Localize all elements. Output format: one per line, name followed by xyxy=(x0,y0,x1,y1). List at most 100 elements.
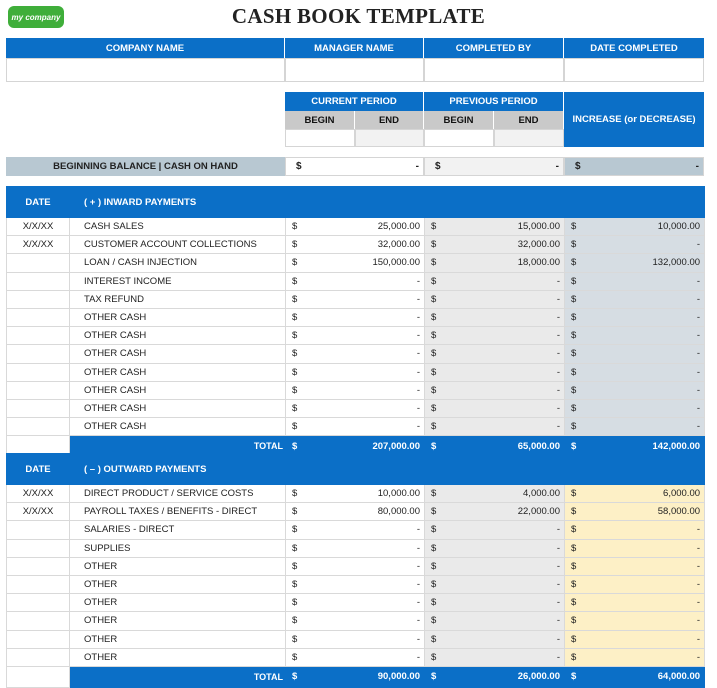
current-amount-cell[interactable]: $ - xyxy=(285,556,425,576)
current-amount-cell[interactable]: $ - xyxy=(285,344,425,364)
current-amount-cell[interactable]: $ - xyxy=(285,647,425,667)
description-cell[interactable]: OTHER xyxy=(69,629,286,649)
current-amount-cell[interactable]: $ - xyxy=(285,611,425,631)
previous-amount-cell[interactable]: $ - xyxy=(424,520,565,540)
current-amount-cell[interactable]: $ - xyxy=(285,520,425,540)
current-end-field[interactable] xyxy=(355,129,424,147)
description-cell[interactable]: OTHER xyxy=(69,556,286,576)
description-cell[interactable]: INTEREST INCOME xyxy=(69,271,286,291)
completed-by-field[interactable] xyxy=(424,58,564,82)
previous-amount-cell[interactable]: $ - xyxy=(424,417,565,437)
current-amount-cell[interactable]: $80,000.00 xyxy=(285,502,425,522)
description-cell[interactable]: OTHER CASH xyxy=(69,307,286,328)
description-cell[interactable]: OTHER CASH xyxy=(69,326,286,346)
description-cell[interactable]: OTHER xyxy=(69,647,286,667)
previous-amount-cell[interactable]: $32,000.00 xyxy=(424,235,565,255)
date-cell[interactable] xyxy=(6,520,70,540)
previous-amount-cell[interactable]: $ - xyxy=(424,344,565,364)
description-cell[interactable]: CUSTOMER ACCOUNT COLLECTIONS xyxy=(69,235,286,255)
description-cell[interactable]: DIRECT PRODUCT / SERVICE COSTS xyxy=(69,483,286,504)
previous-amount-cell[interactable]: $ - xyxy=(424,556,565,576)
date-cell[interactable] xyxy=(6,398,70,419)
current-amount-cell[interactable]: $32,000.00 xyxy=(285,235,425,255)
date-cell[interactable] xyxy=(6,611,70,631)
current-amount-cell[interactable]: $ - xyxy=(285,326,425,346)
date-cell[interactable] xyxy=(6,253,70,273)
previous-amount-cell[interactable]: $ - xyxy=(424,647,565,667)
previous-amount-cell[interactable]: $ - xyxy=(424,629,565,649)
previous-amount-cell[interactable]: $ - xyxy=(424,398,565,419)
beginning-balance-previous[interactable]: $ - xyxy=(424,157,564,176)
previous-amount-cell[interactable]: $18,000.00 xyxy=(424,253,565,273)
date-cell[interactable] xyxy=(6,629,70,649)
date-completed-field[interactable] xyxy=(564,58,704,82)
previous-amount-cell[interactable]: $ - xyxy=(424,289,565,309)
current-amount-cell[interactable]: $25,000.00 xyxy=(285,216,425,237)
description-cell[interactable]: OTHER CASH xyxy=(69,362,286,382)
date-cell[interactable] xyxy=(6,344,70,364)
currency-symbol: $ xyxy=(571,239,577,251)
beginning-balance-current[interactable]: $ - xyxy=(285,157,424,176)
description-cell[interactable]: OTHER xyxy=(69,574,286,595)
manager-name-field[interactable] xyxy=(285,58,424,82)
previous-amount-cell[interactable]: $ - xyxy=(424,538,565,558)
previous-amount-cell[interactable]: $22,000.00 xyxy=(424,502,565,522)
description-cell[interactable]: OTHER xyxy=(69,593,286,613)
date-cell[interactable] xyxy=(6,307,70,328)
date-cell[interactable] xyxy=(6,593,70,613)
description-cell[interactable]: OTHER CASH xyxy=(69,344,286,364)
date-cell[interactable] xyxy=(6,417,70,437)
date-cell[interactable]: X/X/XX xyxy=(6,235,70,255)
current-amount-cell[interactable]: $ - xyxy=(285,629,425,649)
current-amount-cell[interactable]: $ - xyxy=(285,289,425,309)
previous-amount-cell[interactable]: $ - xyxy=(424,307,565,328)
description-cell[interactable]: OTHER CASH xyxy=(69,398,286,419)
description-cell[interactable]: OTHER CASH xyxy=(69,417,286,437)
previous-amount-cell[interactable]: $ - xyxy=(424,326,565,346)
previous-amount-cell[interactable]: $15,000.00 xyxy=(424,216,565,237)
date-cell[interactable] xyxy=(6,289,70,309)
current-amount-cell[interactable]: $ - xyxy=(285,417,425,437)
previous-amount-cell[interactable]: $ - xyxy=(424,611,565,631)
date-cell[interactable]: X/X/XX xyxy=(6,502,70,522)
currency-symbol: $ xyxy=(435,161,441,172)
current-amount-cell[interactable]: $ - xyxy=(285,362,425,382)
current-amount-cell[interactable]: $ - xyxy=(285,307,425,328)
date-cell[interactable] xyxy=(6,362,70,382)
description-cell[interactable]: OTHER xyxy=(69,611,286,631)
current-amount-cell[interactable]: $ - xyxy=(285,271,425,291)
previous-begin-field[interactable] xyxy=(424,129,494,147)
current-amount-cell[interactable]: $ - xyxy=(285,398,425,419)
previous-amount-cell[interactable]: $4,000.00 xyxy=(424,483,565,504)
date-cell[interactable] xyxy=(6,380,70,400)
description-cell[interactable]: CASH SALES xyxy=(69,216,286,237)
current-amount-cell[interactable]: $ - xyxy=(285,574,425,595)
date-cell[interactable] xyxy=(6,556,70,576)
description-cell[interactable]: SALARIES - DIRECT xyxy=(69,520,286,540)
current-amount-cell[interactable]: $150,000.00 xyxy=(285,253,425,273)
current-amount-cell[interactable]: $ - xyxy=(285,380,425,400)
date-cell[interactable] xyxy=(6,538,70,558)
company-name-field[interactable] xyxy=(6,58,285,82)
current-begin-field[interactable] xyxy=(285,129,355,147)
current-amount-cell[interactable]: $ - xyxy=(285,538,425,558)
date-cell[interactable] xyxy=(6,271,70,291)
previous-end-field[interactable] xyxy=(494,129,564,147)
previous-amount-cell[interactable]: $ - xyxy=(424,593,565,613)
previous-amount-cell[interactable]: $ - xyxy=(424,271,565,291)
date-cell[interactable]: X/X/XX xyxy=(6,483,70,504)
previous-amount-cell[interactable]: $ - xyxy=(424,574,565,595)
previous-amount-cell[interactable]: $ - xyxy=(424,362,565,382)
current-amount-cell[interactable]: $ - xyxy=(285,593,425,613)
description-cell[interactable]: SUPPLIES xyxy=(69,538,286,558)
description-cell[interactable]: OTHER CASH xyxy=(69,380,286,400)
date-cell[interactable] xyxy=(6,647,70,667)
previous-amount-cell[interactable]: $ - xyxy=(424,380,565,400)
description-cell[interactable]: LOAN / CASH INJECTION xyxy=(69,253,286,273)
date-cell[interactable]: X/X/XX xyxy=(6,216,70,237)
current-amount-cell[interactable]: $10,000.00 xyxy=(285,483,425,504)
description-cell[interactable]: PAYROLL TAXES / BENEFITS - DIRECT xyxy=(69,502,286,522)
date-cell[interactable] xyxy=(6,326,70,346)
description-cell[interactable]: TAX REFUND xyxy=(69,289,286,309)
date-cell[interactable] xyxy=(6,574,70,595)
